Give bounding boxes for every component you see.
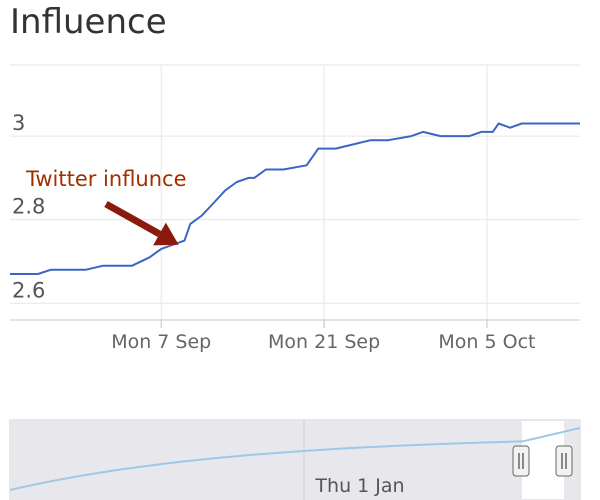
grid-layer [10,64,580,320]
navigator-layer[interactable]: Thu 1 Jan [9,419,581,500]
y-tick-label: 2.6 [12,278,45,302]
series-layer [9,122,581,275]
annotation-label: Twitter influnce [25,167,187,191]
annotation-arrow-shaft [104,200,162,238]
x-tick-label: Mon 21 Sep [268,331,380,353]
navigator-series-line [9,427,581,491]
x-tick-label: Mon 7 Sep [111,331,211,353]
annotation-arrow-head [153,222,179,246]
navigator-left-handle[interactable] [512,445,530,477]
axis-layer: 2.6 2.8 3 Mon 7 Sep Mon 21 Sep Mon 5 Oct [10,111,580,353]
navigator-tick-label: Thu 1 Jan [314,475,404,497]
navigator-mask [10,420,522,500]
series-line [10,122,580,275]
navigator-right-handle[interactable] [555,445,573,477]
handle-body[interactable] [512,445,530,477]
y-tick-label: 3 [12,111,25,135]
annotation-layer: Twitter influnce [25,167,187,246]
x-tick-label: Mon 5 Oct [438,331,535,353]
handle-body[interactable] [555,445,573,477]
chart-title: Influence [10,2,167,42]
main-chart: 2.6 2.8 3 Mon 7 Sep Mon 21 Sep Mon 5 Oct Twit… [9,64,581,353]
y-tick-label: 2.8 [12,195,45,219]
